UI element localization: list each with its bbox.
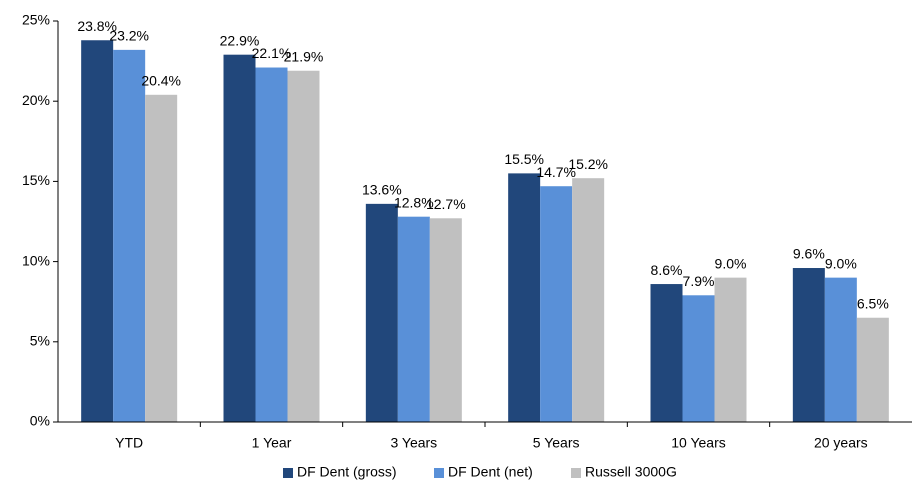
bar [365,203,398,422]
y-tick-label: 20% [22,92,50,108]
bar [824,277,857,422]
value-label: 23.8% [77,18,117,34]
bar [255,67,288,423]
bar [650,284,683,422]
bar [145,94,178,422]
bar [714,277,747,422]
y-tick-label: 10% [22,252,50,268]
value-label: 9.6% [793,246,825,262]
y-tick-label: 0% [30,413,50,429]
bar [287,70,320,422]
value-label: 13.6% [362,182,402,198]
bar [540,186,573,422]
value-label: 20.4% [141,72,181,88]
y-tick-label: 5% [30,333,50,349]
legend-label: Russell 3000G [585,464,677,480]
x-tick-label: 5 Years [533,435,580,451]
legend-swatch [571,468,581,478]
value-label: 6.5% [857,295,889,311]
bar [113,49,146,422]
value-label: 9.0% [715,255,747,271]
value-label: 7.9% [683,273,715,289]
x-tick-label: 10 Years [671,435,726,451]
bar [682,295,715,422]
bar [223,54,256,423]
bar [572,178,605,422]
value-label: 12.7% [426,196,466,212]
legend-label: DF Dent (net) [448,464,533,480]
value-label: 9.0% [825,255,857,271]
value-label: 14.7% [536,164,576,180]
value-label: 22.9% [220,32,260,48]
x-tick-label: 20 years [814,435,868,451]
x-tick-label: YTD [115,435,143,451]
value-label: 23.2% [109,28,149,44]
bar [81,40,114,423]
bar [429,218,462,422]
legend-swatch [434,468,444,478]
x-tick-label: 3 Years [390,435,437,451]
value-label: 15.2% [568,156,608,172]
y-tick-label: 25% [22,12,50,28]
value-label: 12.8% [394,194,434,210]
y-tick-label: 15% [22,172,50,188]
x-tick-label: 1 Year [252,435,292,451]
bar [508,173,541,422]
value-label: 21.9% [284,48,324,64]
bar [397,216,430,422]
legend-label: DF Dent (gross) [297,464,397,480]
bar [792,268,825,422]
value-label: 22.1% [252,45,292,61]
legend-swatch [283,468,293,478]
value-label: 8.6% [651,262,683,278]
value-label: 15.5% [504,151,544,167]
bar [856,317,889,422]
